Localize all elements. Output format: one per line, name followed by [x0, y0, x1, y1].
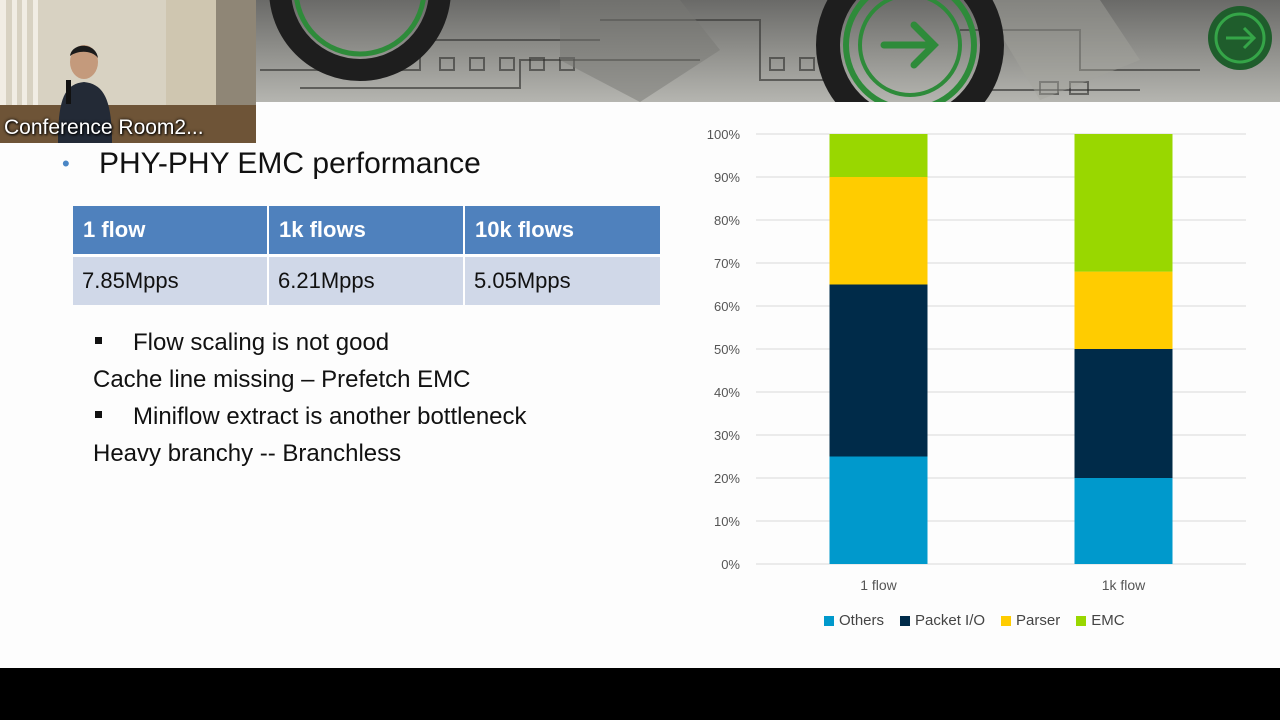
bullet-text: Heavy branchy -- Branchless: [93, 440, 402, 467]
square-bullet-icon: [95, 411, 102, 418]
table-cell: 6.21Mpps: [268, 255, 465, 305]
y-tick-label: 30%: [714, 428, 740, 443]
y-tick-label: 100%: [707, 127, 741, 142]
camera-room-label: Conference Room2...: [4, 116, 204, 139]
bullet-text: Miniflow extract is another bottleneck: [133, 403, 527, 430]
legend-label: Others: [839, 612, 885, 629]
y-tick-label: 50%: [714, 342, 740, 357]
speaker-camera-feed: Conference Room2...: [0, 0, 256, 143]
legend-item: EMC: [1076, 612, 1125, 629]
bar-segment: [829, 456, 928, 564]
bullet-item: Miniflow extract is another bottleneck: [93, 398, 653, 435]
video-bottom-bar: [0, 668, 1280, 720]
table-header-cell: 1k flows: [268, 206, 465, 257]
bullet-text: Cache line missing – Prefetch EMC: [93, 366, 471, 393]
table-cell: 7.85Mpps: [73, 255, 269, 305]
circuit-banner-graphic: [260, 0, 1272, 102]
bar-segment: [829, 284, 928, 457]
bullet-text: Flow scaling is not good: [133, 329, 390, 356]
y-tick-label: 70%: [714, 256, 740, 271]
bar-segment: [829, 177, 928, 285]
performance-table: 1 flow 1k flows 10k flows 7.85Mpps 6.21M…: [73, 206, 660, 305]
legend-label: Parser: [1016, 612, 1061, 629]
camera-video-frame: [0, 0, 256, 143]
legend-label: Packet I/O: [915, 612, 986, 629]
bar-segment: [1074, 271, 1173, 349]
table-cell: 5.05Mpps: [464, 255, 660, 305]
chart-legend: Others Packet I/O Parser EMC: [824, 612, 1125, 629]
y-tick-label: 60%: [714, 299, 740, 314]
legend-item: Parser: [1001, 612, 1060, 629]
table-header-cell: 10k flows: [464, 206, 660, 257]
x-tick-label: 1 flow: [860, 577, 897, 593]
legend-item: Packet I/O: [900, 612, 985, 629]
bar-segment: [1074, 134, 1173, 272]
table-row: 7.85Mpps 6.21Mpps 5.05Mpps: [73, 255, 660, 305]
bullet-subtext: Cache line missing – Prefetch EMC: [93, 361, 653, 398]
bar-segment: [1074, 349, 1173, 478]
y-tick-label: 80%: [714, 213, 740, 228]
legend-label: EMC: [1091, 612, 1125, 629]
chart-plot-area: 0% 10% 20% 30% 40% 50% 60% 70% 80% 90% 100% 1 flow 1…: [707, 127, 1246, 593]
slide-title-row: • PHY-PHY EMC performance: [62, 147, 481, 181]
legend-swatch: [1076, 615, 1087, 626]
square-bullet-icon: [95, 337, 102, 344]
y-tick-label: 40%: [714, 385, 740, 400]
bullet-subtext: Heavy branchy -- Branchless: [93, 435, 653, 472]
x-tick-label: 1k flow: [1102, 577, 1146, 593]
bar-segment: [829, 134, 928, 177]
table-header-cell: 1 flow: [73, 206, 269, 257]
table-header-row: 1 flow 1k flows 10k flows: [73, 206, 660, 257]
bullet-list: Flow scaling is not good Cache line miss…: [93, 324, 653, 472]
legend-swatch: [1001, 615, 1012, 626]
y-tick-label: 10%: [714, 514, 740, 529]
bar-segment: [1074, 478, 1173, 564]
y-tick-label: 0%: [721, 557, 740, 572]
legend-swatch: [824, 615, 834, 626]
title-bullet-icon: •: [62, 151, 70, 176]
slide-title: PHY-PHY EMC performance: [99, 147, 481, 180]
stacked-bar-chart: 0% 10% 20% 30% 40% 50% 60% 70% 80% 90% 100% 1 flow 1…: [700, 120, 1260, 640]
y-tick-label: 20%: [714, 471, 740, 486]
slide: • PHY-PHY EMC performance 1 flow 1k flow…: [0, 0, 1280, 668]
bullet-item: Flow scaling is not good: [93, 324, 653, 361]
y-tick-label: 90%: [714, 170, 740, 185]
legend-item: Others: [824, 612, 884, 629]
legend-swatch: [900, 615, 911, 626]
